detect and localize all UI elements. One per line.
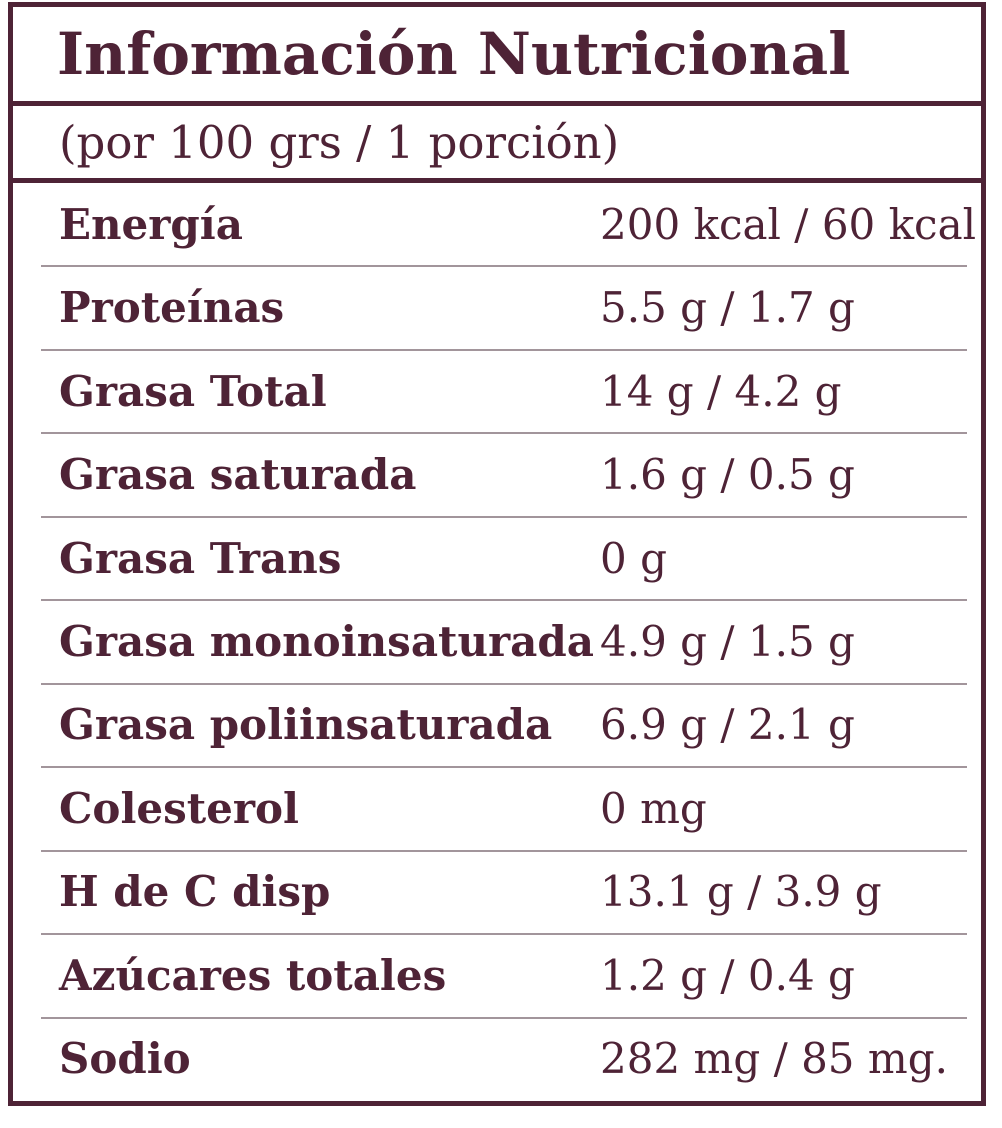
nutrient-row-h-de-c-disp: H de C disp 13.1 g / 3.9 g (13, 849, 981, 934)
nutrition-label: Información Nutricional (por 100 grs / 1… (8, 2, 986, 1106)
nutrient-value: 1.6 g / 0.5 g (600, 450, 855, 500)
nutrient-value: 0 mg (600, 783, 707, 833)
nutrient-row-grasa-total: Grasa Total 14 g / 4.2 g (13, 348, 981, 433)
nutrient-value: 1.2 g / 0.4 g (600, 950, 855, 1000)
nutrient-rows: Energía 200 kcal / 60 kcal Proteínas 5.5… (13, 183, 981, 1101)
nutrient-value: 200 kcal / 60 kcal (600, 199, 977, 249)
nutrient-value: 5.5 g / 1.7 g (600, 283, 855, 333)
nutrient-value: 13.1 g / 3.9 g (600, 867, 882, 917)
nutrient-row-grasa-monoinsaturada: Grasa monoinsaturada 4.9 g / 1.5 g (13, 599, 981, 683)
nutrient-name: Sodio (59, 1034, 191, 1084)
nutrient-value: 282 mg / 85 mg. (600, 1034, 948, 1084)
nutrient-value: 0 g (600, 533, 667, 583)
nutrient-row-azucares-totales: Azúcares totales 1.2 g / 0.4 g (13, 933, 981, 1017)
nutrient-value: 6.9 g / 2.1 g (600, 700, 855, 750)
nutrient-row-grasa-poliinsaturada: Grasa poliinsaturada 6.9 g / 2.1 g (13, 682, 981, 767)
nutrient-row-energia: Energía 200 kcal / 60 kcal (13, 183, 981, 266)
nutrient-value: 4.9 g / 1.5 g (600, 616, 855, 666)
nutrient-name: Grasa monoinsaturada (59, 616, 594, 666)
serving-info-section: (por 100 grs / 1 porción) (13, 106, 981, 183)
nutrient-name: Proteínas (59, 283, 285, 333)
serving-info: (por 100 grs / 1 porción) (59, 115, 620, 169)
nutrient-row-colesterol: Colesterol 0 mg (13, 766, 981, 850)
nutrient-row-sodio: Sodio 282 mg / 85 mg. (13, 1016, 981, 1101)
nutrient-name: Grasa poliinsaturada (59, 700, 553, 750)
nutrient-name: Grasa Trans (59, 533, 342, 583)
nutrient-row-proteinas: Proteínas 5.5 g / 1.7 g (13, 265, 981, 349)
label-header: Información Nutricional (13, 7, 981, 106)
nutrient-name: Grasa Total (59, 366, 327, 416)
nutrient-name: Azúcares totales (59, 950, 447, 1000)
nutrient-name: Grasa saturada (59, 450, 417, 500)
nutrient-name: H de C disp (59, 867, 331, 917)
nutrient-row-grasa-trans: Grasa Trans 0 g (13, 515, 981, 600)
label-title: Información Nutricional (57, 20, 851, 88)
nutrient-name: Colesterol (59, 783, 299, 833)
nutrient-value: 14 g / 4.2 g (600, 366, 842, 416)
nutrient-row-grasa-saturada: Grasa saturada 1.6 g / 0.5 g (13, 432, 981, 516)
nutrient-name: Energía (59, 199, 243, 249)
